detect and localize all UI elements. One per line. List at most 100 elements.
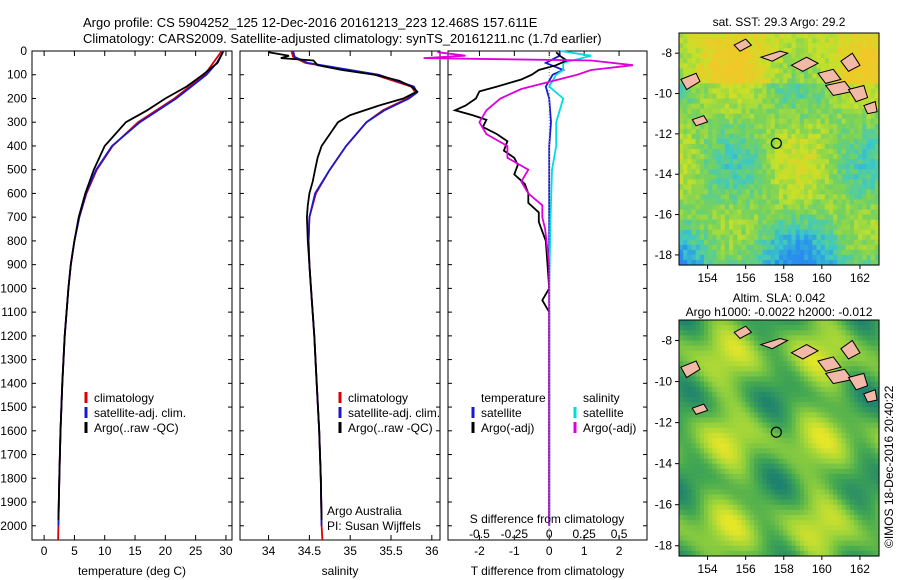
heatmap-cell	[870, 520, 876, 526]
heatmap-cell	[779, 504, 784, 511]
heatmap-cell	[737, 128, 743, 135]
heatmap-cell	[841, 33, 847, 39]
heatmap-cell	[799, 361, 805, 367]
heatmap-cell	[866, 550, 872, 557]
heatmap-cell	[691, 259, 697, 266]
heatmap-cell	[720, 330, 726, 336]
heatmap-cell	[683, 520, 688, 526]
heatmap-cell	[762, 550, 768, 557]
heatmap-cell	[854, 432, 859, 439]
heatmap-cell	[808, 199, 813, 206]
heatmap-cell	[795, 103, 801, 110]
heatmap-cell	[683, 254, 688, 261]
heatmap-cell	[791, 78, 797, 85]
heatmap-cell	[762, 73, 768, 79]
heatmap-cell	[812, 402, 818, 408]
heatmap-cell	[729, 149, 734, 155]
heatmap-cell	[754, 48, 759, 54]
heatmap-cell	[716, 63, 722, 69]
heatmap-cell	[741, 489, 747, 496]
heatmap-cell	[866, 98, 872, 105]
heatmap-cell	[816, 244, 822, 251]
heatmap-cell	[837, 214, 843, 221]
heatmap-cell	[829, 530, 834, 537]
heatmap-cell	[799, 504, 805, 511]
heatmap-cell	[708, 58, 713, 64]
heatmap-cell	[874, 219, 880, 226]
heatmap-cell	[683, 391, 688, 398]
heatmap-cell	[708, 438, 713, 444]
heatmap-cell	[874, 98, 880, 105]
heatmap-cell	[745, 133, 751, 140]
heatmap-cell	[724, 93, 730, 100]
heatmap-cell	[712, 545, 718, 552]
heatmap-cell	[766, 169, 772, 175]
heatmap-cell	[745, 443, 751, 449]
heatmap-cell	[749, 83, 755, 90]
heatmap-cell	[833, 194, 838, 201]
map-y-tick-label: -14	[655, 167, 673, 181]
heatmap-cell	[704, 448, 709, 454]
heatmap-cell	[745, 463, 751, 470]
heatmap-cell	[741, 432, 747, 439]
heatmap-cell	[799, 320, 805, 326]
heatmap-cell	[849, 229, 855, 236]
heatmap-cell	[691, 355, 697, 362]
y-tick-label: 1600	[0, 424, 27, 438]
heatmap-cell	[737, 204, 743, 211]
heatmap-cell	[774, 545, 780, 552]
heatmap-cell	[779, 371, 784, 378]
heatmap-cell	[808, 159, 813, 165]
heatmap-cell	[729, 88, 734, 95]
heatmap-cell	[820, 381, 826, 388]
heatmap-cell	[691, 93, 697, 100]
heatmap-cell	[812, 98, 818, 105]
heatmap-cell	[758, 33, 763, 39]
heatmap-cell	[687, 234, 693, 241]
heatmap-cell	[737, 325, 743, 331]
heatmap-cell	[824, 113, 830, 120]
heatmap-cell	[683, 402, 688, 408]
x-tick-label: 35	[344, 544, 358, 558]
heatmap-cell	[808, 219, 813, 226]
heatmap-cell	[691, 58, 697, 64]
heatmap-cell	[783, 88, 788, 95]
heatmap-cell	[679, 530, 684, 537]
heatmap-cell	[845, 458, 851, 465]
heatmap-cell	[770, 93, 776, 100]
heatmap-cell	[824, 199, 830, 206]
heatmap-cell	[799, 509, 805, 516]
heatmap-cell	[858, 412, 863, 419]
heatmap-cell	[795, 535, 801, 542]
heatmap-cell	[774, 484, 780, 490]
heatmap-cell	[870, 259, 876, 266]
heatmap-cell	[874, 123, 880, 130]
heatmap-cell	[833, 199, 838, 206]
heatmap-cell	[779, 159, 784, 165]
y-tick-label: 1700	[0, 448, 27, 462]
heatmap-cell	[758, 540, 763, 547]
heatmap-cell	[812, 550, 818, 557]
heatmap-cell	[849, 417, 855, 424]
heatmap-cell	[829, 169, 834, 175]
heatmap-cell	[849, 83, 855, 90]
heatmap-cell	[866, 138, 872, 145]
heatmap-cell	[791, 98, 797, 105]
heatmap-cell	[712, 417, 718, 424]
heatmap-cell	[770, 224, 776, 231]
heatmap-cell	[716, 448, 722, 454]
heatmap-cell	[824, 520, 830, 526]
heatmap-cell	[854, 133, 859, 140]
heatmap-cell	[733, 259, 738, 266]
heatmap-cell	[716, 458, 722, 465]
heatmap-cell	[862, 63, 868, 69]
heatmap-cell	[766, 214, 772, 221]
heatmap-cell	[699, 463, 705, 470]
island-shape	[817, 68, 842, 84]
heatmap-cell	[866, 371, 872, 378]
heatmap-cell	[733, 93, 738, 100]
heatmap-cell	[829, 427, 834, 434]
heatmap-cell	[799, 259, 805, 266]
heatmap-cell	[795, 345, 801, 352]
heatmap-cell	[824, 494, 830, 501]
